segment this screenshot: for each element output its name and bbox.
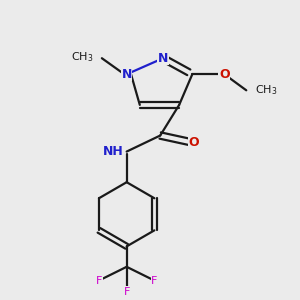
Text: O: O	[219, 68, 230, 81]
Text: F: F	[151, 275, 158, 286]
Text: CH$_3$: CH$_3$	[70, 50, 93, 64]
Text: CH$_3$: CH$_3$	[255, 83, 278, 97]
Text: F: F	[96, 275, 102, 286]
Text: NH: NH	[103, 145, 124, 158]
Text: N: N	[122, 68, 132, 81]
Text: O: O	[188, 136, 199, 149]
Text: N: N	[158, 52, 168, 65]
Text: F: F	[124, 286, 130, 297]
